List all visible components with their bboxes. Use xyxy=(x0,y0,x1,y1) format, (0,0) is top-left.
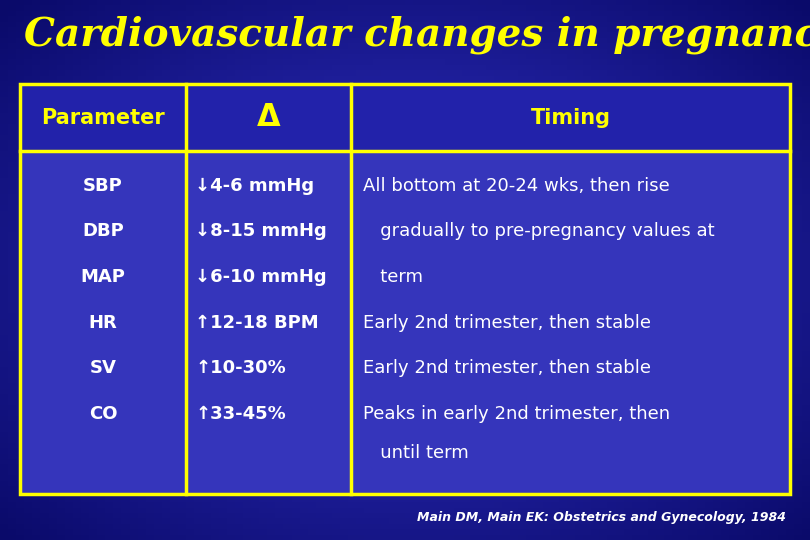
Text: term: term xyxy=(363,268,424,286)
Text: Δ: Δ xyxy=(257,103,280,132)
Bar xyxy=(20,84,790,494)
Text: Parameter: Parameter xyxy=(41,107,165,127)
Text: CO: CO xyxy=(89,405,117,423)
Text: ↑33-45%: ↑33-45% xyxy=(195,405,286,423)
Text: SV: SV xyxy=(90,360,117,377)
Text: All bottom at 20-24 wks, then rise: All bottom at 20-24 wks, then rise xyxy=(363,177,670,195)
Text: until term: until term xyxy=(363,444,469,462)
Text: Cardiovascular changes in pregnancy: Cardiovascular changes in pregnancy xyxy=(24,16,810,55)
Text: Main DM, Main EK: Obstetrics and Gynecology, 1984: Main DM, Main EK: Obstetrics and Gynecol… xyxy=(416,511,786,524)
Text: HR: HR xyxy=(88,314,117,332)
Text: SBP: SBP xyxy=(83,177,123,195)
Text: DBP: DBP xyxy=(82,222,124,240)
Text: ↓6-10 mmHg: ↓6-10 mmHg xyxy=(195,268,327,286)
Text: Early 2nd trimester, then stable: Early 2nd trimester, then stable xyxy=(363,314,651,332)
Bar xyxy=(20,84,790,151)
Text: MAP: MAP xyxy=(80,268,126,286)
Text: ↓8-15 mmHg: ↓8-15 mmHg xyxy=(195,222,327,240)
Text: Early 2nd trimester, then stable: Early 2nd trimester, then stable xyxy=(363,360,651,377)
Text: Timing: Timing xyxy=(531,107,611,127)
Text: gradually to pre-pregnancy values at: gradually to pre-pregnancy values at xyxy=(363,222,715,240)
Text: ↑10-30%: ↑10-30% xyxy=(195,360,286,377)
Text: ↑12-18 BPM: ↑12-18 BPM xyxy=(195,314,319,332)
Text: ↓4-6 mmHg: ↓4-6 mmHg xyxy=(195,177,314,195)
Text: Peaks in early 2nd trimester, then: Peaks in early 2nd trimester, then xyxy=(363,405,671,423)
Bar xyxy=(20,151,790,494)
